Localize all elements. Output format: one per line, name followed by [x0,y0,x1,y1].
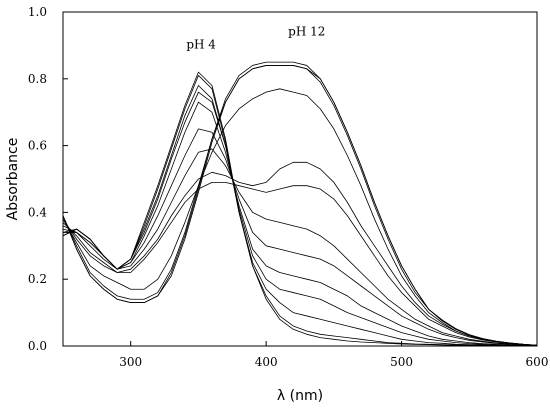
axis-ticks [63,11,538,347]
annotations: pH 4 pH 12 [186,24,325,51]
spectrum-line-7 [62,148,538,347]
y-axis-title: Absorbance [5,138,21,221]
spectrum-line-3 [62,85,538,347]
x-tick-label-0: 300 [119,355,142,369]
annotation-1: pH 4 [186,38,216,52]
annotation-2: pH 12 [288,24,325,38]
x-tick-label-3: 600 [526,355,549,369]
spectrum-line-1 [62,71,537,347]
y-tick-label-0: 0.0 [28,339,47,353]
spectrum-line-10 [62,88,538,346]
y-tick-label-4: 0.8 [28,72,47,86]
tick-labels: 300 400 500 600 0.0 0.2 0.4 0.6 0.8 1.0 [28,5,549,369]
spectrum-line-9 [62,181,538,346]
y-tick-label-1: 0.2 [28,272,47,286]
x-axis-title: λ (nm) [277,388,323,404]
y-tick-label-3: 0.6 [28,139,47,153]
plot-frame [62,11,538,347]
spectrum-line-13 [62,65,538,346]
y-tick-label-2: 0.4 [28,205,47,219]
spectrum-line-4 [62,91,538,347]
spectrum-line-11 [62,65,538,346]
y-tick-label-5: 1.0 [28,5,47,19]
spectra-series [62,61,538,347]
spectrum-line-2 [62,75,537,347]
x-tick-label-1: 400 [255,355,278,369]
x-tick-label-2: 500 [390,355,413,369]
spectrum-line-6 [62,128,538,347]
spectrum-line-5 [63,101,538,347]
